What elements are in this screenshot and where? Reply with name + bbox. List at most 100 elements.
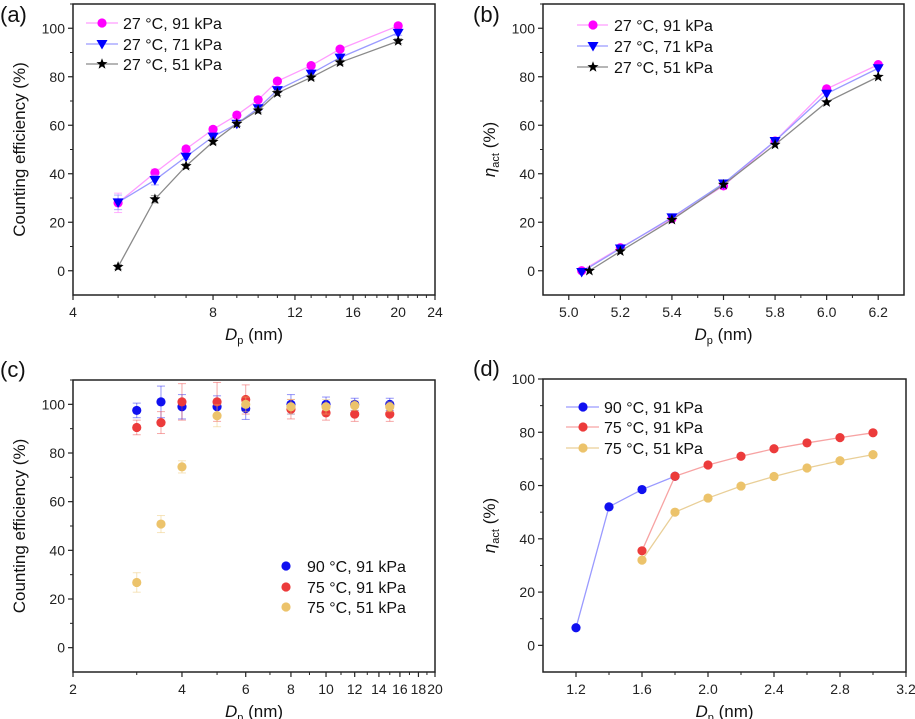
x-tick-label: 1.2 <box>566 681 586 697</box>
data-point <box>614 245 626 257</box>
data-point <box>835 433 845 443</box>
data-point <box>571 623 581 633</box>
y-tick-label: 40 <box>519 531 535 547</box>
panel-label: (c) <box>0 357 26 382</box>
series-2 <box>583 70 884 276</box>
legend-marker <box>578 402 588 412</box>
data-point <box>670 507 680 517</box>
data-point <box>350 409 360 419</box>
series-line <box>641 454 874 561</box>
data-point <box>385 402 395 412</box>
data-point <box>132 577 142 588</box>
legend: 27 °C, 91 kPa 27 °C, 71 kPa 27 °C, 51 kPa <box>86 16 222 74</box>
data-point <box>149 176 161 186</box>
data-point <box>232 110 242 120</box>
y-axis-label: Counting efficiency (%) <box>10 439 29 614</box>
x-tick-label: 12 <box>287 304 303 320</box>
data-point <box>306 60 316 71</box>
x-tick-label: 2.4 <box>764 681 784 697</box>
legend-label: 27 °C, 91 kPa <box>123 16 222 33</box>
data-point <box>253 95 263 105</box>
data-point <box>156 397 166 407</box>
data-point <box>252 104 264 116</box>
data-point <box>769 471 779 482</box>
x-axis-label: Dp (nm) <box>695 702 753 719</box>
x-tick-label: 3.2 <box>896 681 915 697</box>
x-axis-label: Dp (nm) <box>694 325 752 347</box>
y-axis-label: ηact (%) <box>480 498 502 553</box>
data-point <box>335 44 345 54</box>
data-point <box>637 555 647 565</box>
y-label-text: Counting efficiency (%) <box>10 439 29 614</box>
legend: 27 °C, 91 kPa 27 °C, 71 kPa 27 °C, 51 kPa <box>577 18 713 77</box>
legend-label: 75 °C, 91 kPa <box>604 420 703 437</box>
legend-marker <box>281 561 291 571</box>
data-point <box>180 160 192 171</box>
legend-marker <box>588 20 598 30</box>
x-label-symbol: D <box>694 325 706 344</box>
legend: 90 °C, 91 kPa 75 °C, 91 kPa 75 °C, 51 kPa <box>281 559 406 617</box>
data-point <box>112 198 124 208</box>
x-label-symbol: D <box>695 702 707 719</box>
series-2 <box>112 35 404 272</box>
y-tick-label: 80 <box>49 69 65 85</box>
data-point <box>321 402 331 412</box>
x-tick-label: 5.0 <box>559 304 579 320</box>
legend: 90 °C, 91 kPa 75 °C, 91 kPa 75 °C, 51 kPa <box>566 400 703 458</box>
data-point <box>350 400 360 411</box>
x-tick-label: 12 <box>347 681 363 697</box>
legend-label: 90 °C, 91 kPa <box>307 559 406 576</box>
x-label-unit: (nm) <box>713 325 753 344</box>
y-tick-label: 20 <box>49 214 65 230</box>
x-tick-label: 8 <box>209 304 217 320</box>
data-point <box>177 397 187 407</box>
x-tick-label: 1.6 <box>632 681 652 697</box>
x-tick-label: 5.2 <box>611 304 631 320</box>
x-label-sub: p <box>237 712 243 719</box>
y-tick-label: 100 <box>42 396 66 412</box>
data-point <box>802 438 812 448</box>
legend-label: 27 °C, 71 kPa <box>123 37 222 54</box>
data-point <box>132 422 142 433</box>
x-tick-label: 2.0 <box>698 681 718 697</box>
x-label-symbol: D <box>225 325 237 344</box>
data-point <box>241 399 251 409</box>
x-label-sub: p <box>237 335 243 347</box>
legend-label: 27 °C, 91 kPa <box>614 18 713 35</box>
data-point <box>666 214 678 225</box>
legend-label: 27 °C, 51 kPa <box>614 60 713 77</box>
legend-label: 75 °C, 51 kPa <box>307 600 406 617</box>
x-tick-label: 24 <box>427 304 443 320</box>
series-line <box>641 432 874 552</box>
data-point <box>156 417 166 428</box>
x-label-sub: p <box>708 712 714 719</box>
y-tick-label: 60 <box>49 117 65 133</box>
data-point <box>271 87 283 98</box>
x-label-symbol: D <box>225 702 237 719</box>
y-tick-label: 20 <box>519 584 535 600</box>
plot-frame <box>542 378 907 673</box>
x-tick-label: 5.6 <box>714 304 734 320</box>
x-tick-label: 16 <box>345 304 361 320</box>
data-point <box>802 463 812 473</box>
y-label-unit: (%) <box>480 498 499 529</box>
x-tick-label: 8 <box>287 681 295 697</box>
y-tick-label: 80 <box>519 69 535 85</box>
y-label-sub: act <box>490 529 502 544</box>
y-tick-label: 60 <box>49 494 65 510</box>
series-1 <box>637 428 878 556</box>
y-label-symbol: η <box>480 168 499 177</box>
series-2 <box>132 396 395 593</box>
x-tick-label: 4 <box>69 304 77 320</box>
data-point <box>703 460 713 470</box>
y-tick-label: 40 <box>49 166 65 182</box>
y-tick-label: 100 <box>512 371 536 387</box>
series-line <box>575 475 676 628</box>
legend-marker <box>96 40 108 50</box>
data-point <box>872 70 884 82</box>
data-point <box>231 118 243 129</box>
y-tick-label: 100 <box>42 20 66 36</box>
x-label-unit: (nm) <box>243 702 283 719</box>
